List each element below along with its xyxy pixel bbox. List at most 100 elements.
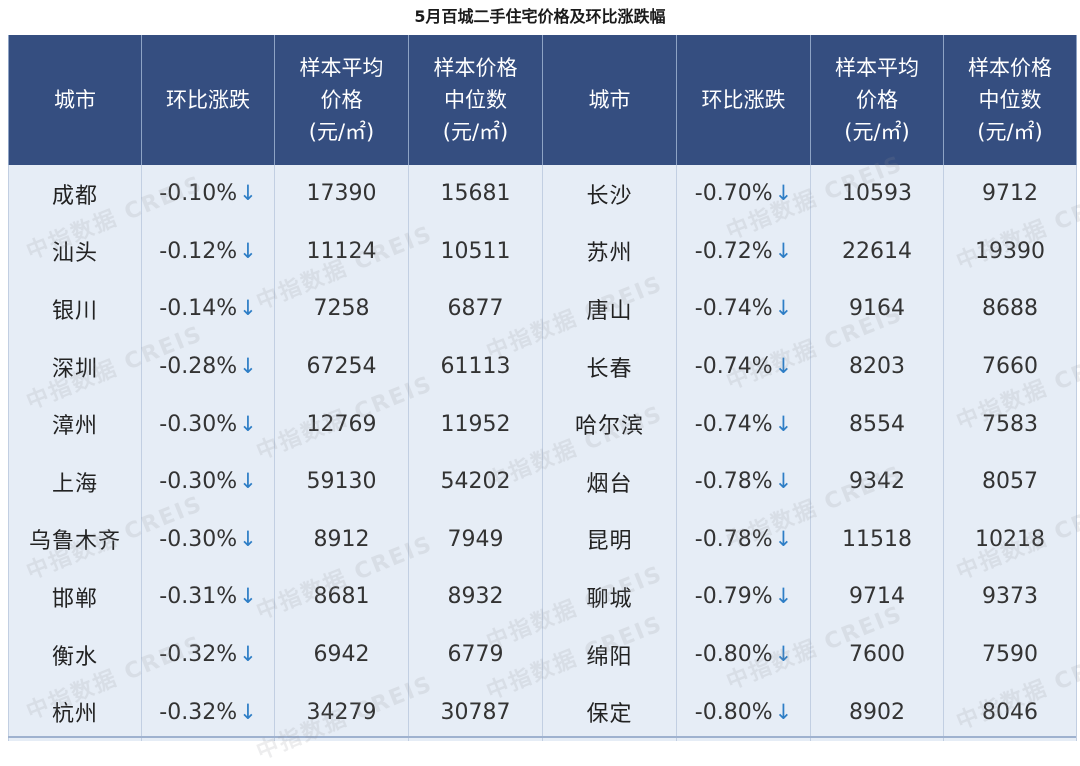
- arrow-down-icon: ↓: [774, 699, 793, 724]
- change-value: -0.70%: [694, 181, 773, 207]
- table-row: 杭州 -0.32%↓ 34279 30787 保定 -0.80%↓ 8902 8046: [8, 683, 1077, 741]
- median-price-cell: 61113: [408, 337, 543, 396]
- column-header-line: 价格: [856, 88, 898, 112]
- city-cell: 烟台: [542, 452, 677, 511]
- change-value: -0.28%: [159, 354, 238, 380]
- avg-price-cell: 10593: [810, 165, 944, 223]
- column-header-line: 中位数: [444, 88, 507, 112]
- column-header: 样本平均 价格 (元/㎡): [274, 35, 409, 165]
- median-price-cell: 7660: [943, 337, 1077, 396]
- change-value: -0.78%: [694, 526, 773, 552]
- median-price-cell: 19390: [943, 222, 1077, 281]
- city-cell: 长沙: [542, 165, 677, 223]
- change-cell: -0.30%↓: [141, 452, 275, 511]
- change-value: -0.79%: [694, 584, 773, 610]
- change-value: -0.14%: [159, 296, 238, 322]
- city-cell: 成都: [8, 165, 142, 223]
- city-cell: 邯郸: [8, 568, 142, 626]
- table-title: 5月百城二手住宅价格及环比涨跌幅: [414, 7, 666, 26]
- change-value: -0.30%: [159, 526, 238, 552]
- arrow-down-icon: ↓: [774, 296, 793, 321]
- median-price-cell: 8046: [943, 683, 1077, 741]
- median-price-cell: 10511: [408, 222, 543, 281]
- column-header: 样本价格 中位数 (元/㎡): [408, 35, 543, 165]
- median-price-cell: 9373: [943, 568, 1077, 626]
- change-value: -0.72%: [694, 238, 773, 264]
- median-price-cell: 9712: [943, 165, 1077, 223]
- table-row: 汕头 -0.12%↓ 11124 10511 苏州 -0.72%↓ 22614 19390: [8, 222, 1077, 281]
- column-header: 城市: [542, 35, 677, 165]
- change-cell: -0.14%↓: [141, 280, 275, 338]
- change-value: -0.32%: [159, 642, 238, 668]
- city-cell: 汕头: [8, 222, 142, 281]
- avg-price-cell: 8912: [274, 510, 409, 569]
- column-header-line: 环比涨跌: [701, 88, 786, 112]
- change-cell: -0.32%↓: [141, 625, 275, 684]
- column-header: 城市: [8, 35, 142, 165]
- header-row: 城市 环比涨跌 样本平均 价格 (元/㎡) 样本价格 中位数 (元/㎡) 城市 环比涨跌 样本平均价…: [8, 35, 1077, 165]
- table-row: 乌鲁木齐 -0.30%↓ 8912 7949 昆明 -0.78%↓ 11518 10218: [8, 510, 1077, 569]
- arrow-down-icon: ↓: [774, 354, 793, 379]
- table-row: 成都 -0.10%↓ 17390 15681 长沙 -0.70%↓ 10593 9712: [8, 165, 1077, 223]
- arrow-down-icon: ↓: [239, 584, 257, 609]
- median-price-cell: 6877: [408, 280, 543, 338]
- column-header-line: 中位数: [978, 88, 1042, 112]
- avg-price-cell: 59130: [274, 452, 409, 511]
- city-cell: 聊城: [542, 568, 677, 626]
- avg-price-cell: 22614: [810, 222, 944, 281]
- change-value: -0.78%: [694, 469, 773, 495]
- arrow-down-icon: ↓: [239, 642, 257, 667]
- change-cell: -0.78%↓: [676, 510, 811, 569]
- avg-price-cell: 11518: [810, 510, 944, 569]
- change-cell: -0.10%↓: [141, 165, 275, 223]
- median-price-cell: 8057: [943, 452, 1077, 511]
- city-cell: 唐山: [542, 280, 677, 338]
- column-header: 样本平均价格 (元/㎡): [810, 35, 944, 165]
- change-value: -0.32%: [159, 699, 238, 725]
- change-cell: -0.74%↓: [676, 395, 811, 453]
- column-header-line: 样本平均: [299, 56, 384, 80]
- avg-price-cell: 8554: [810, 395, 944, 453]
- median-price-cell: 8688: [943, 280, 1077, 338]
- median-price-cell: 10218: [943, 510, 1077, 569]
- column-header: 环比涨跌: [141, 35, 275, 165]
- arrow-down-icon: ↓: [239, 469, 257, 494]
- avg-price-cell: 9714: [810, 568, 944, 626]
- avg-price-cell: 17390: [274, 165, 409, 223]
- avg-price-cell: 7258: [274, 280, 409, 338]
- price-table: 城市 环比涨跌 样本平均 价格 (元/㎡) 样本价格 中位数 (元/㎡) 城市 环比涨跌 样本平均价…: [8, 35, 1077, 741]
- median-price-cell: 7583: [943, 395, 1077, 453]
- city-cell: 绵阳: [542, 625, 677, 684]
- table-row: 漳州 -0.30%↓ 12769 11952 哈尔滨 -0.74%↓ 8554 7583: [8, 395, 1077, 453]
- arrow-down-icon: ↓: [239, 296, 257, 321]
- median-price-cell: 11952: [408, 395, 543, 453]
- median-price-cell: 30787: [408, 683, 543, 741]
- arrow-down-icon: ↓: [774, 181, 793, 206]
- change-cell: -0.32%↓: [141, 683, 275, 741]
- change-cell: -0.79%↓: [676, 568, 811, 626]
- avg-price-cell: 67254: [274, 337, 409, 396]
- avg-price-cell: 8902: [810, 683, 944, 741]
- arrow-down-icon: ↓: [239, 699, 257, 724]
- city-cell: 上海: [8, 452, 142, 511]
- median-price-cell: 15681: [408, 165, 543, 223]
- column-header-line: (元/㎡): [844, 120, 910, 144]
- change-cell: -0.28%↓: [141, 337, 275, 396]
- column-header-line: (元/㎡): [308, 120, 375, 144]
- avg-price-cell: 9342: [810, 452, 944, 511]
- change-cell: -0.30%↓: [141, 395, 275, 453]
- arrow-down-icon: ↓: [239, 181, 257, 206]
- change-cell: -0.74%↓: [676, 280, 811, 338]
- change-cell: -0.12%↓: [141, 222, 275, 281]
- city-cell: 哈尔滨: [542, 395, 677, 453]
- city-cell: 苏州: [542, 222, 677, 281]
- city-cell: 衡水: [8, 625, 142, 684]
- city-cell: 长春: [542, 337, 677, 396]
- arrow-down-icon: ↓: [239, 238, 257, 263]
- column-header-line: 样本平均: [835, 56, 919, 80]
- change-cell: -0.80%↓: [676, 683, 811, 741]
- median-price-cell: 54202: [408, 452, 543, 511]
- column-header-line: 城市: [588, 88, 631, 112]
- arrow-down-icon: ↓: [774, 469, 793, 494]
- arrow-down-icon: ↓: [239, 354, 257, 379]
